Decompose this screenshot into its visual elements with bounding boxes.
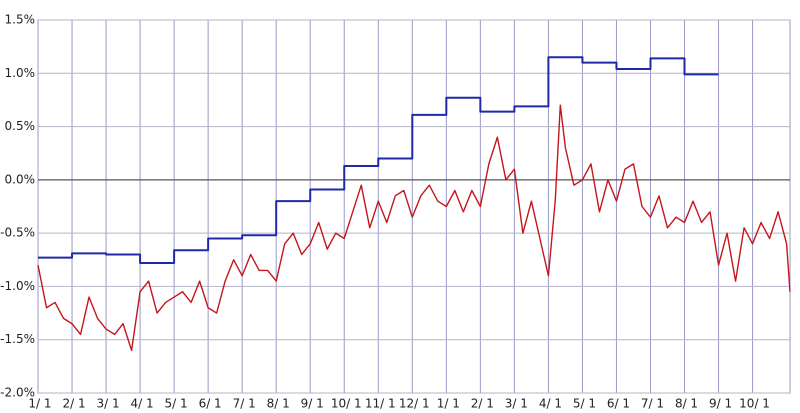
x-tick-label: 3/ 1 xyxy=(505,397,528,411)
x-tick-label: 6/ 1 xyxy=(199,397,222,411)
x-tick-label: 9/ 1 xyxy=(709,397,732,411)
x-tick-label: 8/ 1 xyxy=(267,397,290,411)
x-tick-label: 2/ 1 xyxy=(62,397,85,411)
y-tick-label: 0.5% xyxy=(5,119,36,133)
series-line xyxy=(38,56,719,264)
x-tick-label: 4/ 1 xyxy=(539,397,562,411)
x-tick-label: 11/ 1 xyxy=(365,397,396,411)
y-tick-label: 1.5% xyxy=(5,13,36,27)
y-tick-label: -1.0% xyxy=(0,279,35,293)
x-tick-label: 1/ 1 xyxy=(28,397,51,411)
y-tick-label: -2.0% xyxy=(0,386,35,400)
x-tick-label: 5/ 1 xyxy=(573,397,596,411)
x-tick-label: 7/ 1 xyxy=(641,397,664,411)
x-tick-label: 9/ 1 xyxy=(301,397,324,411)
series-line xyxy=(37,104,791,352)
x-tick-label: 4/ 1 xyxy=(131,397,154,411)
x-tick-label: 12/ 1 xyxy=(399,397,430,411)
x-tick-label: 7/ 1 xyxy=(233,397,256,411)
x-tick-label: 1/ 1 xyxy=(437,397,460,411)
y-tick-label: -1.5% xyxy=(0,332,35,346)
y-tick-label: 0.0% xyxy=(5,172,36,186)
x-tick-label: 8/ 1 xyxy=(675,397,698,411)
x-tick-label: 5/ 1 xyxy=(165,397,188,411)
x-tick-label: 10/ 1 xyxy=(331,397,362,411)
x-tick-label: 2/ 1 xyxy=(471,397,494,411)
x-tick-label: 6/ 1 xyxy=(607,397,630,411)
y-tick-label: -0.5% xyxy=(0,226,35,240)
x-tick-label: 3/ 1 xyxy=(96,397,119,411)
x-tick-label: 10/ 1 xyxy=(739,397,770,411)
plot-area xyxy=(37,19,791,394)
y-tick-label: 1.0% xyxy=(5,66,36,80)
